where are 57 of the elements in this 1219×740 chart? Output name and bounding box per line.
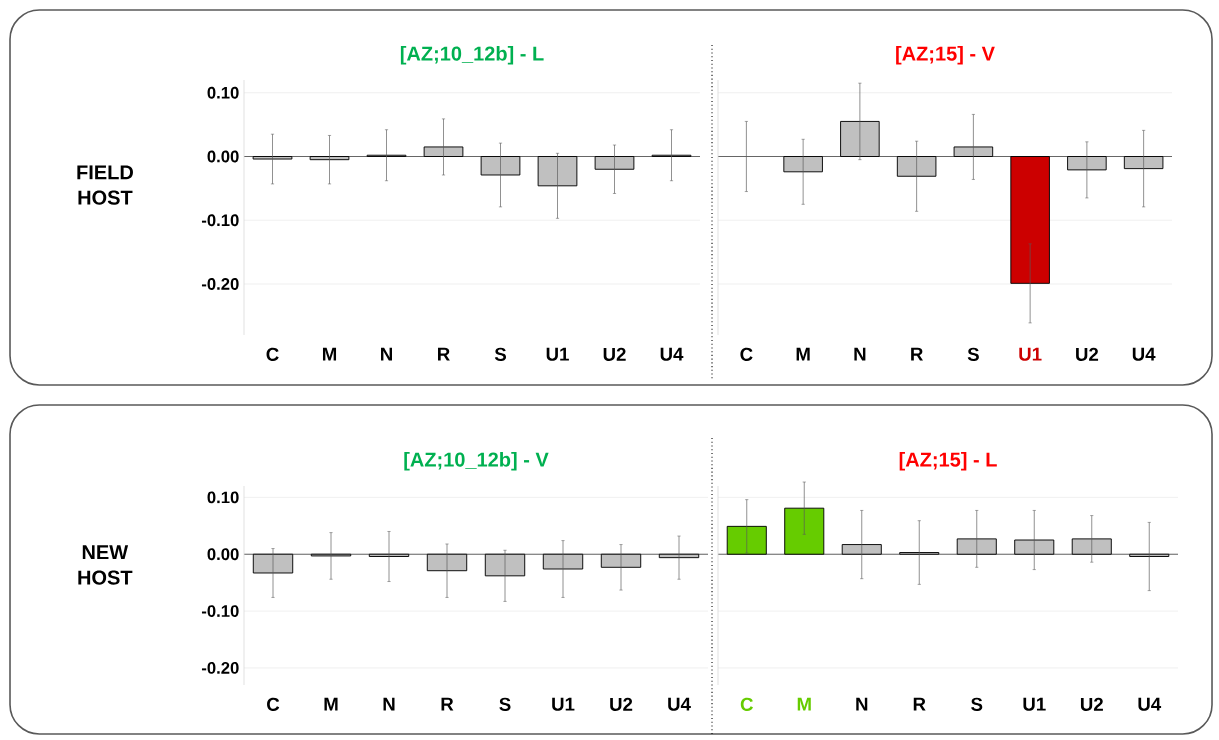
bar <box>1014 539 1055 555</box>
x-tick-label: U4 <box>1138 697 1162 711</box>
x-tick-label: N <box>383 697 395 711</box>
x-tick-label: U4 <box>668 697 691 711</box>
x-tick-label: R <box>438 347 450 361</box>
bar <box>423 146 464 157</box>
bar <box>841 544 882 555</box>
bar <box>309 156 350 161</box>
chart-title: [AZ;10_12b] - V <box>404 451 549 471</box>
y-tick-label: 0.00 <box>207 548 239 561</box>
y-tick-label: 0.10 <box>207 491 239 504</box>
x-tick-label: U1 <box>1019 347 1042 361</box>
x-tick-label: U2 <box>1076 347 1099 361</box>
bar <box>594 156 635 170</box>
x-tick-label: U4 <box>660 347 684 361</box>
x-tick-label: S <box>499 697 511 711</box>
bar <box>1129 553 1170 557</box>
x-tick-label: C <box>740 697 753 711</box>
bar <box>252 156 293 160</box>
text: NEW HOST <box>78 545 133 585</box>
y-tick-label: 0.00 <box>207 150 239 163</box>
chart-title: [AZ;10_12b] - L <box>400 45 544 65</box>
x-tick-label: U2 <box>603 347 626 361</box>
x-tick-label: S <box>494 347 507 361</box>
bar <box>480 156 521 176</box>
x-tick-label: U2 <box>1080 697 1103 711</box>
bar <box>537 156 578 187</box>
chart-title: [AZ;15] - L <box>899 451 997 471</box>
x-tick-label: U2 <box>610 697 633 711</box>
x-tick-label: M <box>796 347 810 361</box>
x-tick-label: N <box>381 347 392 361</box>
x-tick-label: U1 <box>552 697 575 711</box>
x-tick-label: M <box>797 697 811 711</box>
x-tick-label: S <box>967 347 979 361</box>
y-tick-label: -0.20 <box>201 662 239 674</box>
y-tick-label: -0.10 <box>201 605 239 617</box>
x-tick-label: U4 <box>1132 347 1156 361</box>
x-tick-label: C <box>740 347 753 361</box>
y-tick-label: -0.10 <box>201 214 239 227</box>
x-tick-label: R <box>911 347 923 361</box>
x-tick-label: M <box>322 347 337 361</box>
x-tick-label: N <box>854 347 866 361</box>
x-tick-label: C <box>266 347 279 361</box>
bar <box>1071 538 1112 555</box>
x-tick-label: M <box>324 697 338 711</box>
chart-title: [AZ;15] - V <box>896 45 995 65</box>
x-tick-label: U1 <box>1023 697 1046 711</box>
x-tick-label: R <box>441 697 454 711</box>
x-tick-label: S <box>971 697 983 711</box>
text: FIELD HOST <box>77 165 133 205</box>
x-tick-label: R <box>913 697 926 711</box>
x-tick-label: N <box>856 697 868 711</box>
bar <box>956 538 997 555</box>
x-tick-label: U1 <box>546 347 569 361</box>
y-tick-label: -0.20 <box>201 278 239 290</box>
y-tick-label: 0.10 <box>207 86 239 99</box>
x-tick-label: C <box>267 697 280 711</box>
